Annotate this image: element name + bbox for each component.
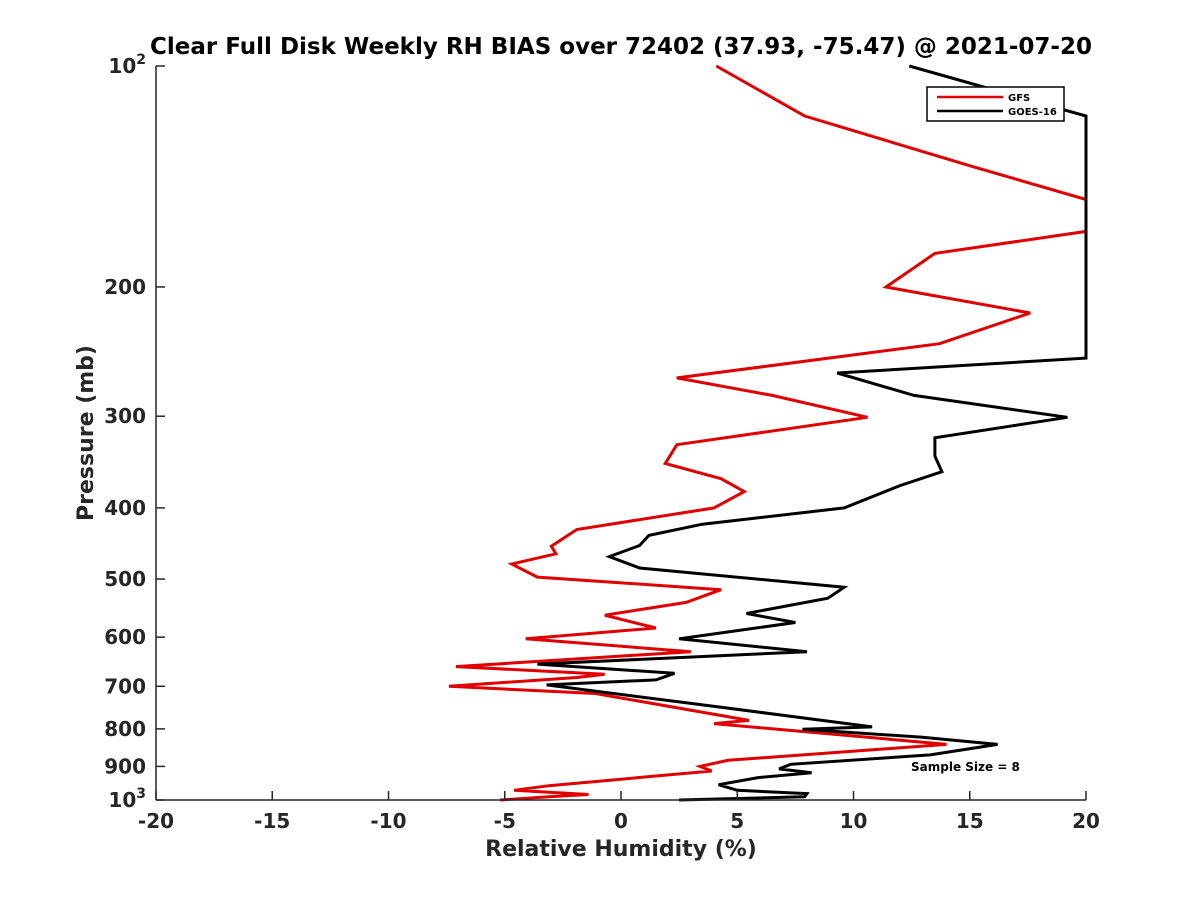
- x-tick-label: -5: [494, 809, 516, 833]
- y-tick-label: 600: [104, 625, 146, 649]
- series-line-gfs: [448, 64, 1088, 802]
- y-axis-label: Pressure (mb): [74, 345, 99, 521]
- y-tick-label: 500: [104, 567, 146, 591]
- y-tick-label: 200: [104, 275, 146, 299]
- x-tick-label: 0: [614, 809, 628, 833]
- y-tick-label: 800: [104, 717, 146, 741]
- x-tick-label: -10: [370, 809, 406, 833]
- x-tick-label: 20: [1072, 809, 1100, 833]
- y-ticks: 102 200 300 400 500 600 700 800 900 103: [104, 52, 165, 812]
- legend-label-goes-16: GOES-16: [1008, 107, 1057, 118]
- x-tick-label: 15: [956, 809, 984, 833]
- plot-area: -20 -15 -10 -5 0 5 10 15 20 102 200 300 400 500 600 70…: [104, 52, 1100, 833]
- sample-size-annotation: Sample Size = 8: [911, 760, 1020, 774]
- x-tick-label: -15: [254, 809, 290, 833]
- legend-label-gfs: GFS: [1008, 93, 1030, 104]
- plot-background: [156, 66, 1086, 800]
- x-tick-label: 10: [840, 809, 868, 833]
- chart-title: Clear Full Disk Weekly RH BIAS over 7240…: [150, 34, 1092, 60]
- series-group: [448, 64, 1088, 802]
- x-tick-label: 5: [730, 809, 744, 833]
- x-tick-label: -20: [138, 809, 174, 833]
- y-tick-label: 103: [108, 786, 146, 812]
- y-tick-label: 700: [104, 674, 146, 698]
- series-line-goes-16: [537, 64, 1088, 802]
- y-tick-label: 400: [104, 496, 146, 520]
- y-tick-label: 102: [108, 52, 146, 78]
- y-tick-label: 300: [104, 404, 146, 428]
- x-ticks: -20 -15 -10 -5 0 5 10 15 20: [138, 791, 1100, 833]
- x-axis-label: Relative Humidity (%): [485, 837, 757, 862]
- legend: GFS GOES-16: [926, 86, 1065, 122]
- legend-box: [926, 86, 1065, 122]
- y-tick-label: 900: [104, 754, 146, 778]
